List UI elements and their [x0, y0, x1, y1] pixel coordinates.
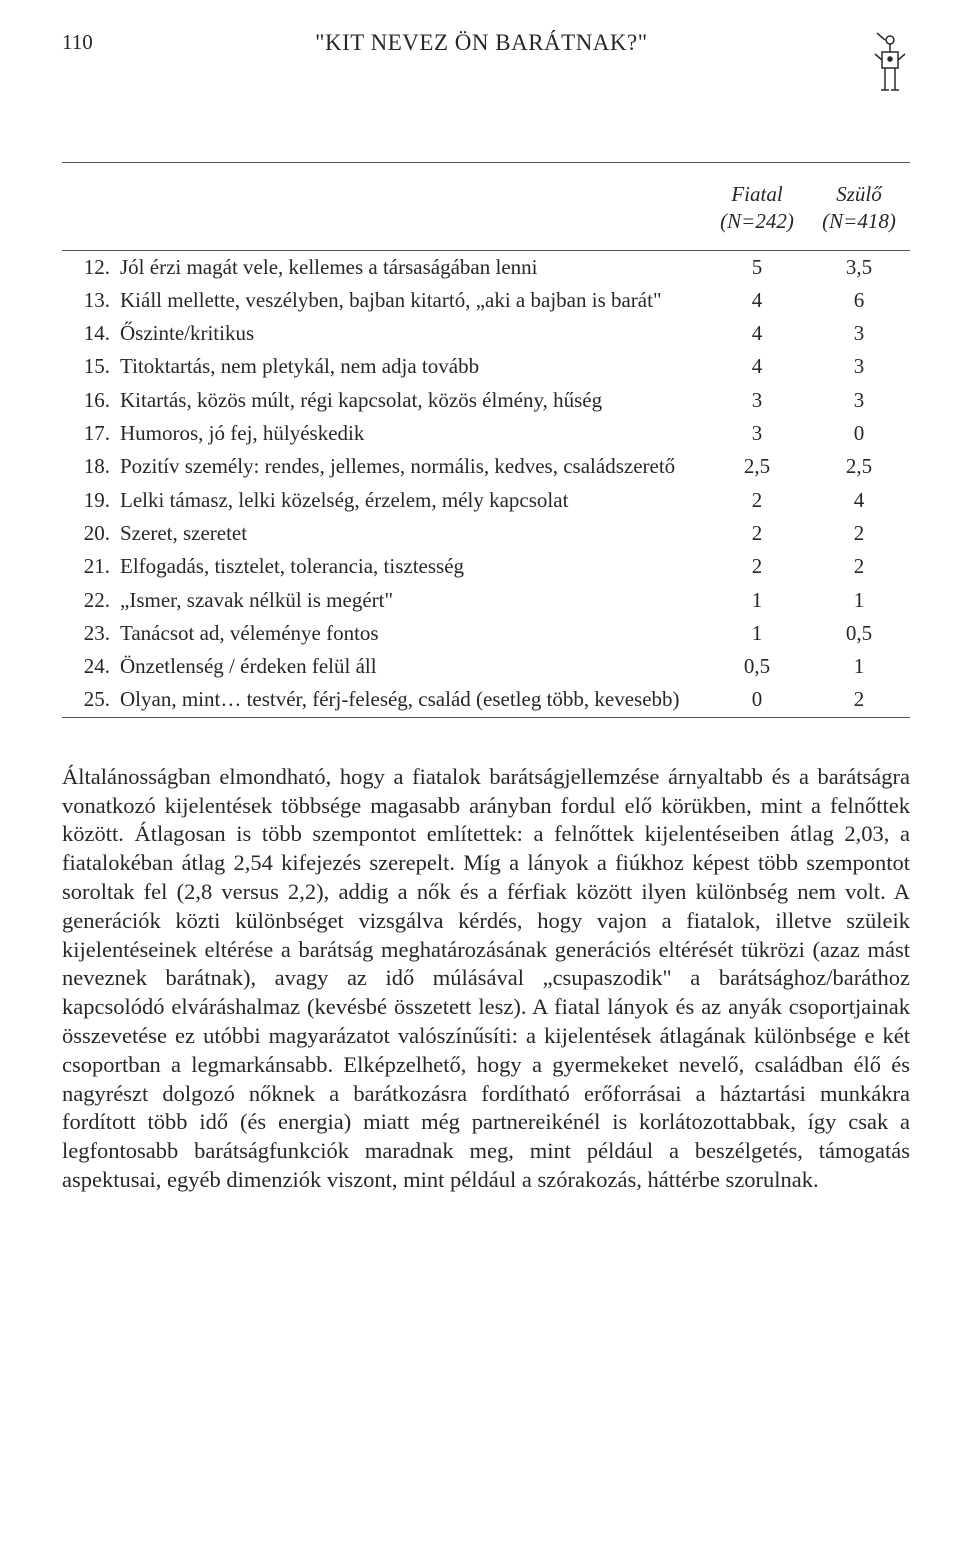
row-value-fiatal: 4 — [706, 284, 808, 317]
table-row: 25.Olyan, mint… testvér, férj-feleség, c… — [62, 683, 910, 717]
row-number: 12. — [62, 250, 114, 284]
page-title: "KIT NEVEZ ÖN BARÁTNAK?" — [315, 30, 648, 56]
table-row: 24.Önzetlenség / érdeken felül áll0,51 — [62, 650, 910, 683]
row-number: 18. — [62, 450, 114, 483]
row-text: Lelki támasz, lelki közelség, érzelem, m… — [114, 484, 706, 517]
row-text: Önzetlenség / érdeken felül áll — [114, 650, 706, 683]
row-value-szulo: 3,5 — [808, 250, 910, 284]
table-row: 15.Titoktartás, nem pletykál, nem adja t… — [62, 350, 910, 383]
row-value-fiatal: 5 — [706, 250, 808, 284]
row-text: Kiáll mellette, veszélyben, bajban kitar… — [114, 284, 706, 317]
row-value-fiatal: 2 — [706, 517, 808, 550]
row-number: 24. — [62, 650, 114, 683]
row-text: Szeret, szeretet — [114, 517, 706, 550]
row-value-fiatal: 3 — [706, 417, 808, 450]
row-number: 20. — [62, 517, 114, 550]
table-row: 14.Őszinte/kritikus43 — [62, 317, 910, 350]
row-value-fiatal: 3 — [706, 384, 808, 417]
data-table: Fiatal (N=242) Szülő (N=418) 12.Jól érzi… — [62, 162, 910, 718]
column-header-fiatal: Fiatal (N=242) — [706, 163, 808, 251]
row-value-fiatal: 0 — [706, 683, 808, 717]
row-text: Olyan, mint… testvér, férj-feleség, csal… — [114, 683, 706, 717]
decorative-icon — [870, 30, 910, 102]
table-row: 22.„Ismer, szavak nélkül is megért"11 — [62, 584, 910, 617]
table-row: 16.Kitartás, közös múlt, régi kapcsolat,… — [62, 384, 910, 417]
row-value-szulo: 0,5 — [808, 617, 910, 650]
table-row: 23.Tanácsot ad, véleménye fontos10,5 — [62, 617, 910, 650]
row-value-szulo: 2,5 — [808, 450, 910, 483]
page-number: 110 — [62, 30, 93, 55]
body-paragraph: Általánosságban elmondható, hogy a fiata… — [62, 763, 910, 1195]
row-value-szulo: 2 — [808, 550, 910, 583]
row-value-fiatal: 2 — [706, 550, 808, 583]
column-header-szulo: Szülő (N=418) — [808, 163, 910, 251]
row-value-szulo: 2 — [808, 683, 910, 717]
table-row: 12.Jól érzi magát vele, kellemes a társa… — [62, 250, 910, 284]
row-value-szulo: 1 — [808, 650, 910, 683]
row-value-fiatal: 1 — [706, 584, 808, 617]
row-number: 17. — [62, 417, 114, 450]
row-number: 25. — [62, 683, 114, 717]
row-value-szulo: 3 — [808, 350, 910, 383]
row-number: 22. — [62, 584, 114, 617]
row-value-fiatal: 4 — [706, 350, 808, 383]
row-number: 13. — [62, 284, 114, 317]
row-value-fiatal: 2 — [706, 484, 808, 517]
row-text: Tanácsot ad, véleménye fontos — [114, 617, 706, 650]
row-text: Jól érzi magát vele, kellemes a társaság… — [114, 250, 706, 284]
table-row: 21.Elfogadás, tisztelet, tolerancia, tis… — [62, 550, 910, 583]
row-number: 15. — [62, 350, 114, 383]
row-value-szulo: 6 — [808, 284, 910, 317]
row-number: 16. — [62, 384, 114, 417]
row-value-fiatal: 2,5 — [706, 450, 808, 483]
table-row: 17.Humoros, jó fej, hülyéskedik30 — [62, 417, 910, 450]
row-number: 14. — [62, 317, 114, 350]
table-row: 18.Pozitív személy: rendes, jellemes, no… — [62, 450, 910, 483]
table-row: 20.Szeret, szeretet22 — [62, 517, 910, 550]
row-value-szulo: 3 — [808, 317, 910, 350]
row-text: Humoros, jó fej, hülyéskedik — [114, 417, 706, 450]
row-value-szulo: 3 — [808, 384, 910, 417]
row-text: Elfogadás, tisztelet, tolerancia, tiszte… — [114, 550, 706, 583]
row-text: Őszinte/kritikus — [114, 317, 706, 350]
table-row: 13.Kiáll mellette, veszélyben, bajban ki… — [62, 284, 910, 317]
row-value-szulo: 4 — [808, 484, 910, 517]
row-value-szulo: 0 — [808, 417, 910, 450]
row-text: „Ismer, szavak nélkül is megért" — [114, 584, 706, 617]
row-value-szulo: 1 — [808, 584, 910, 617]
table-row: 19.Lelki támasz, lelki közelség, érzelem… — [62, 484, 910, 517]
row-text: Pozitív személy: rendes, jellemes, normá… — [114, 450, 706, 483]
row-number: 21. — [62, 550, 114, 583]
page-header: 110 "KIT NEVEZ ÖN BARÁTNAK?" — [62, 30, 910, 102]
row-number: 23. — [62, 617, 114, 650]
row-text: Kitartás, közös múlt, régi kapcsolat, kö… — [114, 384, 706, 417]
row-value-fiatal: 4 — [706, 317, 808, 350]
row-value-fiatal: 1 — [706, 617, 808, 650]
row-value-szulo: 2 — [808, 517, 910, 550]
row-number: 19. — [62, 484, 114, 517]
row-text: Titoktartás, nem pletykál, nem adja tová… — [114, 350, 706, 383]
row-value-fiatal: 0,5 — [706, 650, 808, 683]
